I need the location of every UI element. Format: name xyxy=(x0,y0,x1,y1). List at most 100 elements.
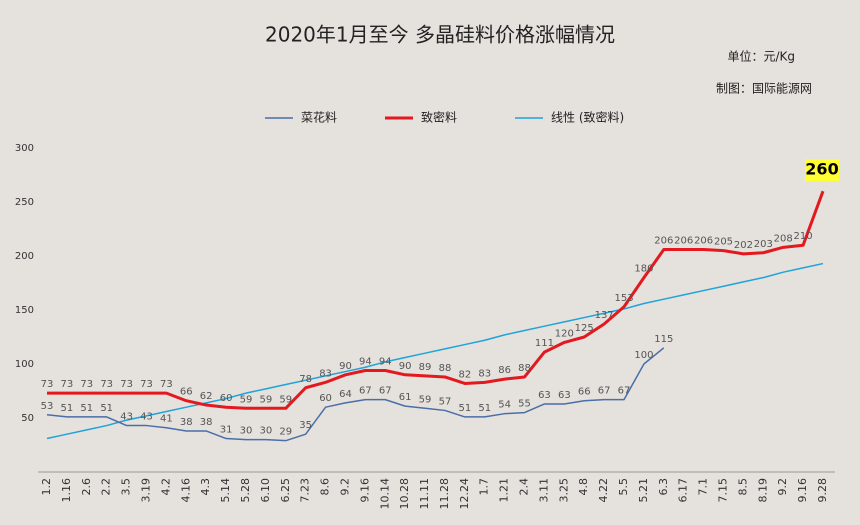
value-label: 94 xyxy=(379,356,392,367)
x-tick-label: 6.10 xyxy=(259,478,272,503)
value-label: 73 xyxy=(80,379,93,390)
value-label: 202 xyxy=(734,240,753,251)
y-tick-label: 300 xyxy=(15,143,34,154)
x-tick-label: 3.25 xyxy=(557,478,570,503)
value-label: 43 xyxy=(140,412,153,423)
value-label: 38 xyxy=(200,417,213,428)
value-label: 38 xyxy=(180,417,193,428)
x-tick-label: 1.7 xyxy=(478,478,491,496)
value-label: 60 xyxy=(220,393,233,404)
value-label: 203 xyxy=(754,239,773,250)
series-line xyxy=(46,262,824,440)
y-tick-label: 250 xyxy=(15,197,34,208)
value-label: 83 xyxy=(478,368,491,379)
value-label: 82 xyxy=(458,369,471,380)
x-tick-label: 7.1 xyxy=(697,478,710,496)
x-tick-label: 7.23 xyxy=(299,478,312,503)
x-tick-label: 3.5 xyxy=(120,478,133,496)
x-tick-label: 10.14 xyxy=(378,478,391,510)
legend-label: 线性 (致密料) xyxy=(551,110,624,125)
x-tick-label: 3.19 xyxy=(139,478,152,503)
x-tick-label: 1.2 xyxy=(40,478,53,496)
value-label: 30 xyxy=(260,426,273,437)
x-tick-label: 1.21 xyxy=(498,478,511,503)
x-tick-label: 10.28 xyxy=(398,478,411,510)
credit: 制图：国际能源网 xyxy=(716,82,812,96)
x-tick-label: 5.28 xyxy=(239,478,252,503)
x-tick-label: 6.25 xyxy=(279,478,292,503)
value-label: 59 xyxy=(240,394,253,405)
x-tick-label: 5.14 xyxy=(219,478,232,503)
value-label: 59 xyxy=(260,394,273,405)
value-label: 66 xyxy=(578,387,591,398)
value-label: 120 xyxy=(555,328,574,339)
value-label: 55 xyxy=(518,399,531,410)
value-label: 51 xyxy=(458,403,471,414)
x-tick-label: 2.2 xyxy=(100,478,113,496)
y-tick-label: 150 xyxy=(15,305,34,316)
x-tick-label: 8.5 xyxy=(736,478,749,496)
value-label: 51 xyxy=(61,403,74,414)
value-label: 90 xyxy=(399,361,412,372)
value-label: 66 xyxy=(180,387,193,398)
x-tick-label: 9.2 xyxy=(776,478,789,496)
y-tick-label: 200 xyxy=(15,251,34,262)
value-label: 54 xyxy=(498,400,511,411)
value-label: 60 xyxy=(319,393,332,404)
value-label: 83 xyxy=(319,368,332,379)
value-label: 153 xyxy=(614,293,633,304)
x-tick-label: 4.2 xyxy=(159,478,172,496)
value-label: 64 xyxy=(339,389,352,400)
value-label: 63 xyxy=(538,390,551,401)
y-tick-label: 50 xyxy=(21,413,34,424)
series-line xyxy=(47,190,825,410)
value-label: 206 xyxy=(674,236,693,247)
x-tick-label: 9.16 xyxy=(358,478,371,503)
value-label: 73 xyxy=(100,379,113,390)
value-label: 94 xyxy=(359,356,372,367)
value-label: 62 xyxy=(200,391,213,402)
value-label: 51 xyxy=(100,403,113,414)
value-label: 73 xyxy=(120,379,133,390)
value-label: 59 xyxy=(419,394,432,405)
value-label: 73 xyxy=(41,379,54,390)
x-tick-label: 5.5 xyxy=(617,478,630,496)
value-label: 57 xyxy=(439,396,452,407)
value-label: 67 xyxy=(379,386,392,397)
x-tick-label: 2.6 xyxy=(80,478,93,496)
x-tick-label: 11.28 xyxy=(438,478,451,510)
value-label: 90 xyxy=(339,361,352,372)
x-tick-label: 4.3 xyxy=(199,478,212,496)
value-label: 205 xyxy=(714,237,733,248)
value-label: 73 xyxy=(160,379,173,390)
value-label: 43 xyxy=(120,412,133,423)
value-label: 67 xyxy=(598,386,611,397)
x-tick-label: 8.6 xyxy=(319,478,332,496)
x-tick-label: 7.15 xyxy=(717,478,730,503)
x-tick-label: 6.17 xyxy=(677,478,690,503)
value-label: 51 xyxy=(478,403,491,414)
value-label: 111 xyxy=(535,338,554,349)
value-label: 78 xyxy=(299,374,312,385)
x-tick-label: 4.16 xyxy=(179,478,192,503)
x-tick-label: 5.21 xyxy=(637,478,650,503)
value-label: 30 xyxy=(240,426,253,437)
value-label: 260 xyxy=(805,160,838,179)
legend-label: 致密料 xyxy=(421,110,457,125)
value-label: 53 xyxy=(41,401,54,412)
value-label: 137 xyxy=(595,310,614,321)
value-label: 206 xyxy=(654,236,673,247)
value-label: 51 xyxy=(80,403,93,414)
value-label: 73 xyxy=(140,379,153,390)
value-label: 31 xyxy=(220,425,233,436)
value-label: 67 xyxy=(618,386,631,397)
value-label: 88 xyxy=(518,363,531,374)
value-label: 29 xyxy=(279,427,292,438)
value-label: 73 xyxy=(61,379,74,390)
x-tick-label: 3.11 xyxy=(537,478,550,503)
value-label: 61 xyxy=(399,392,412,403)
series-line xyxy=(46,347,665,442)
x-tick-label: 9.28 xyxy=(816,478,829,503)
value-label: 88 xyxy=(439,363,452,374)
value-label: 59 xyxy=(279,394,292,405)
